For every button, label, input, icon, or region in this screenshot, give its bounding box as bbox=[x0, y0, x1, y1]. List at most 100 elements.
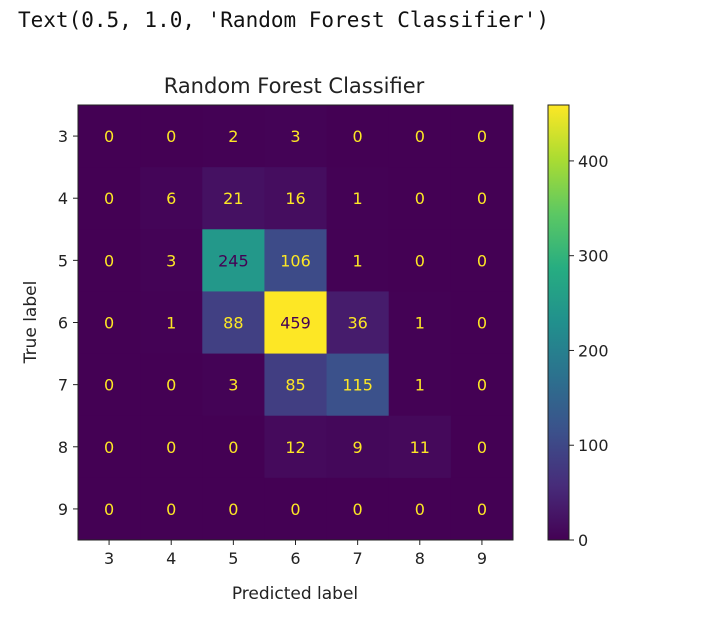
x-tick-label: 7 bbox=[353, 549, 363, 568]
heatmap-cell bbox=[264, 167, 328, 230]
cell-value-label: 0 bbox=[477, 314, 487, 333]
y-tick-label: 7 bbox=[58, 376, 68, 395]
cell-value-label: 16 bbox=[285, 189, 305, 208]
cell-value-label: 0 bbox=[477, 251, 487, 270]
heatmap-cell bbox=[202, 353, 265, 417]
heatmap-cell bbox=[264, 229, 328, 292]
cell-value-label: 0 bbox=[104, 189, 114, 208]
x-tick-label: 8 bbox=[415, 549, 425, 568]
heatmap-cell bbox=[388, 167, 452, 230]
colorbar-tick-label: 0 bbox=[578, 531, 588, 550]
cell-value-label: 0 bbox=[415, 189, 425, 208]
y-tick-label: 4 bbox=[58, 189, 68, 208]
cell-value-label: 0 bbox=[477, 189, 487, 208]
heatmap-cell bbox=[140, 353, 203, 417]
x-tick-label: 5 bbox=[228, 549, 238, 568]
y-tick-label: 9 bbox=[58, 500, 68, 519]
cell-value-label: 0 bbox=[104, 438, 114, 457]
cell-value-label: 0 bbox=[477, 500, 487, 519]
heatmap-cell bbox=[140, 291, 203, 355]
heatmap-cell bbox=[202, 105, 265, 168]
cell-value-label: 9 bbox=[353, 438, 363, 457]
cell-value-label: 6 bbox=[166, 189, 176, 208]
heatmap-cell bbox=[78, 353, 141, 417]
cell-value-label: 36 bbox=[347, 314, 367, 333]
heatmap-cell bbox=[450, 291, 514, 355]
cell-value-label: 106 bbox=[280, 251, 311, 270]
cell-value-label: 0 bbox=[477, 127, 487, 146]
colorbar-tick-label: 400 bbox=[578, 152, 609, 171]
cell-value-label: 0 bbox=[353, 500, 363, 519]
heatmap-cell bbox=[78, 167, 141, 230]
cell-value-label: 1 bbox=[353, 189, 363, 208]
heatmap-cell bbox=[450, 229, 514, 292]
heatmap-cell bbox=[388, 229, 452, 292]
cell-value-label: 0 bbox=[228, 500, 238, 519]
cell-value-label: 2 bbox=[228, 127, 238, 146]
colorbar-tick-label: 300 bbox=[578, 247, 609, 266]
heatmap-cell bbox=[326, 105, 390, 168]
heatmap-cell bbox=[450, 167, 514, 230]
heatmap-cell bbox=[450, 415, 514, 479]
heatmap-cells: 0 0 2 3 0 0 0 0 6 21 16 1 0 0 0 3 245 106 1 0 0 0 1 88 459 36 1 0 0 0… bbox=[78, 105, 514, 541]
cell-value-label: 0 bbox=[477, 438, 487, 457]
cell-value-label: 245 bbox=[218, 251, 249, 270]
heatmap-cell bbox=[264, 353, 328, 417]
heatmap-cell bbox=[264, 105, 328, 168]
cell-value-label: 1 bbox=[415, 376, 425, 395]
heatmap-cell bbox=[264, 415, 328, 479]
cell-value-label: 0 bbox=[104, 251, 114, 270]
cell-value-label: 0 bbox=[166, 500, 176, 519]
cell-value-label: 3 bbox=[290, 127, 300, 146]
heatmap-cell bbox=[140, 229, 203, 292]
cell-value-label: 1 bbox=[166, 314, 176, 333]
heatmap-cell bbox=[202, 229, 265, 292]
x-tick-label: 9 bbox=[477, 549, 487, 568]
heatmap-cell bbox=[140, 415, 203, 479]
cell-value-label: 0 bbox=[415, 251, 425, 270]
colorbar-tick-label: 100 bbox=[578, 436, 609, 455]
cell-value-label: 0 bbox=[104, 376, 114, 395]
cell-output-text: Text(0.5, 1.0, 'Random Forest Classifier… bbox=[18, 8, 550, 32]
cell-value-label: 0 bbox=[166, 376, 176, 395]
x-axis-label: Predicted label bbox=[232, 584, 358, 604]
colorbar-axis: 0 100 200 300 400 bbox=[569, 152, 609, 550]
x-tick-label: 3 bbox=[104, 549, 114, 568]
cell-value-label: 12 bbox=[285, 438, 305, 457]
heatmap-cell bbox=[326, 415, 390, 479]
y-tick-label: 8 bbox=[58, 438, 68, 457]
cell-value-label: 11 bbox=[410, 438, 430, 457]
heatmap-cell bbox=[450, 477, 514, 541]
cell-value-label: 459 bbox=[280, 314, 311, 333]
heatmap-cell bbox=[450, 353, 514, 417]
heatmap-cell bbox=[78, 477, 141, 541]
cell-value-label: 0 bbox=[104, 314, 114, 333]
heatmap-cell bbox=[78, 415, 141, 479]
x-tick-label: 4 bbox=[166, 549, 176, 568]
x-tick-label: 6 bbox=[290, 549, 300, 568]
y-tick-label: 6 bbox=[58, 314, 68, 333]
cell-value-label: 3 bbox=[166, 251, 176, 270]
heatmap-cell bbox=[264, 477, 328, 541]
y-tick-label: 5 bbox=[58, 251, 68, 270]
heatmap-cell bbox=[140, 105, 203, 168]
heatmap-cell bbox=[78, 105, 141, 168]
cell-value-label: 115 bbox=[342, 376, 373, 395]
heatmap-cell bbox=[326, 291, 390, 355]
cell-value-label: 1 bbox=[415, 314, 425, 333]
heatmap-cell bbox=[202, 477, 265, 541]
heatmap-cell bbox=[140, 167, 203, 230]
cell-value-label: 0 bbox=[104, 500, 114, 519]
cell-value-label: 0 bbox=[415, 127, 425, 146]
cell-value-label: 88 bbox=[223, 314, 243, 333]
cell-value-label: 85 bbox=[285, 376, 305, 395]
heatmap-cell bbox=[202, 415, 265, 479]
heatmap-cell bbox=[78, 291, 141, 355]
cell-value-label: 1 bbox=[353, 251, 363, 270]
y-tick-label: 3 bbox=[58, 127, 68, 146]
chart-title: Random Forest Classifier bbox=[164, 74, 425, 98]
heatmap-cell bbox=[140, 477, 203, 541]
cell-value-label: 0 bbox=[353, 127, 363, 146]
heatmap-cell bbox=[388, 291, 452, 355]
